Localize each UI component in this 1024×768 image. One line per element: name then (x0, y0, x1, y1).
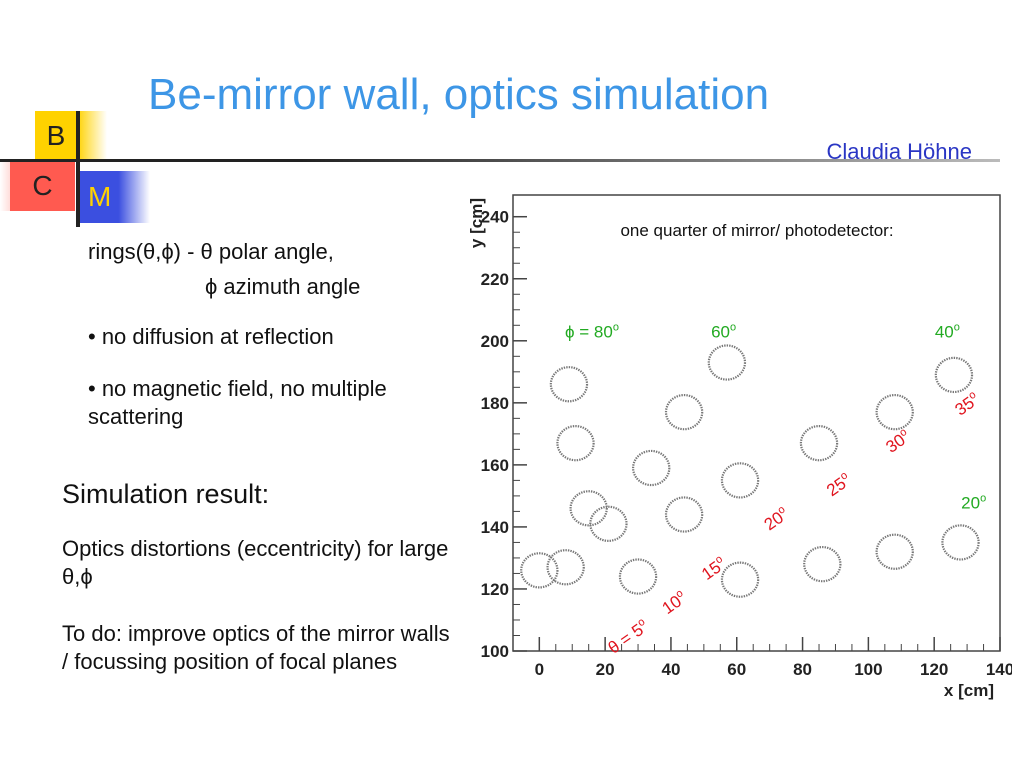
y-tick-label: 140 (481, 518, 509, 537)
ring-point (546, 549, 585, 586)
ring-point (569, 490, 608, 527)
ring-point (934, 356, 974, 394)
angle-label: ϕ = 80o (565, 322, 619, 342)
ring-point (664, 496, 704, 533)
y-tick-label: 120 (481, 580, 509, 599)
angle-label: 25o (823, 469, 855, 500)
bullet-no-magnetic-field: • no magnetic field, no multiple scatter… (88, 376, 387, 429)
logo-b-fade (77, 111, 107, 161)
angle-label: 35o (951, 389, 983, 420)
y-tick-label: 180 (481, 394, 509, 413)
angle-label: 60o (711, 322, 736, 342)
ring-point (941, 524, 980, 561)
y-tick-label: 100 (481, 642, 509, 661)
x-tick-label: 80 (793, 660, 812, 679)
ring-point (549, 366, 589, 403)
plot-frame (512, 194, 1001, 652)
x-tick-label: 0 (535, 660, 544, 679)
angle-label: 40o (935, 322, 960, 342)
angle-label: 10o (658, 587, 690, 618)
ring-point (520, 552, 559, 589)
ring-point (632, 449, 671, 487)
azimuth-description: ϕ azimuth angle (205, 274, 361, 299)
ring-point (664, 393, 704, 431)
ring-plot: 100 120 140 160 180 200 220 240 0 20 40 60 80 100 120 1… (460, 190, 1012, 700)
x-tick-label: 40 (661, 660, 680, 679)
y-tick-label: 240 (481, 208, 509, 227)
ring-point (803, 545, 842, 583)
result-text: Optics distortions (eccentricity) for la… (62, 536, 449, 589)
ring-point (589, 505, 628, 542)
angle-label: 30o (882, 426, 914, 457)
y-tick-label: 220 (481, 270, 509, 289)
angle-label: 20o (760, 504, 792, 535)
logo-m: M (80, 171, 150, 223)
result-heading: Simulation result: (62, 479, 270, 509)
chart-title: one quarter of mirror/ photodetector: (620, 221, 893, 240)
y-axis-label: y [cm] (467, 198, 486, 248)
x-tick-label: 60 (727, 660, 746, 679)
ring-point (618, 558, 658, 595)
angle-label: 20o (961, 492, 986, 512)
x-tick-label: 120 (920, 660, 948, 679)
todo-text: To do: improve optics of the mirror wall… (62, 621, 450, 674)
ring-point (556, 425, 595, 462)
y-tick-label: 200 (481, 332, 509, 351)
x-tick-label: 20 (596, 660, 615, 679)
logo-c: C (10, 161, 75, 211)
logo-divider (76, 111, 80, 227)
x-tick-label: 100 (854, 660, 882, 679)
bullet-no-diffusion: • no diffusion at reflection (88, 324, 334, 349)
logo-b: B (35, 111, 77, 161)
header-divider (0, 159, 1000, 162)
plot-svg: 100 120 140 160 180 200 220 240 0 20 40 60 80 100 120 1… (467, 194, 1012, 700)
x-axis-label: x [cm] (944, 681, 994, 700)
slide-title: Be-mirror wall, optics simulation (148, 70, 770, 119)
ring-point (720, 561, 760, 598)
y-tick-label: 160 (481, 456, 509, 475)
ring-point (707, 344, 747, 381)
ring-point (799, 425, 839, 462)
ring-point (720, 462, 760, 499)
rings-description: rings(θ,ϕ) - θ polar angle, (88, 239, 334, 264)
x-tick-label: 140 (986, 660, 1012, 679)
ring-point (875, 533, 914, 570)
ring-point (875, 393, 914, 431)
angle-label: 15o (698, 553, 730, 584)
